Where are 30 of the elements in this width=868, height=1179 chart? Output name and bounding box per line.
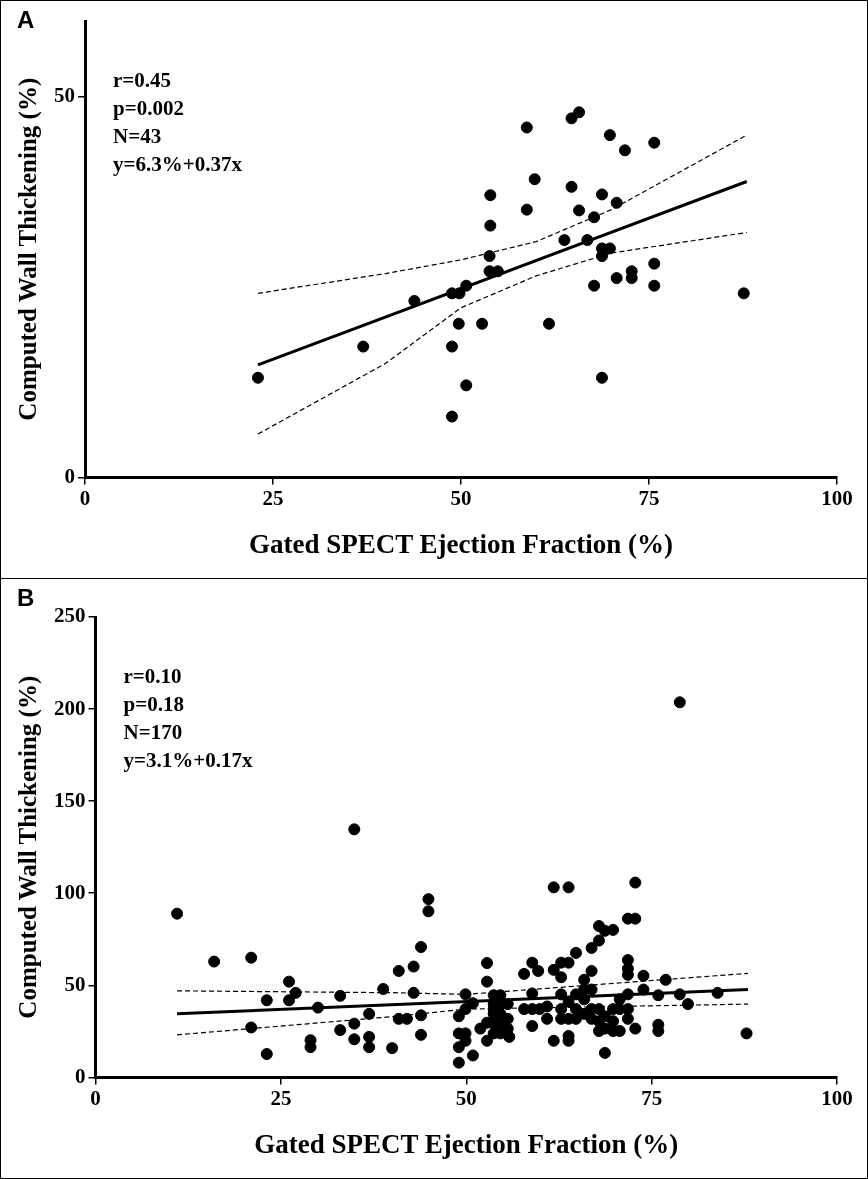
annotation: y=6.3%+0.37x [113, 151, 243, 176]
annotation: p=0.002 [113, 95, 184, 120]
annotation: p=0.18 [123, 691, 184, 716]
y-tick-label: 150 [54, 787, 86, 812]
x-tick-label: 75 [641, 1086, 663, 1111]
y-axis-title: Computed Wall Thickening (%) [14, 675, 43, 1019]
x-tick-label: 50 [455, 1086, 477, 1111]
annotation: r=0.45 [113, 67, 172, 92]
x-tick-label: 50 [450, 486, 472, 511]
x-tick-label: 100 [821, 1086, 853, 1111]
annotation: y=3.1%+0.17x [123, 747, 253, 772]
y-tick-label: 100 [54, 879, 86, 904]
y-axis-title: Computed Wall Thickening (%) [14, 77, 43, 421]
x-tick-label: 100 [821, 486, 853, 511]
x-axis-title: Gated SPECT Ejection Fraction (%) [254, 1128, 679, 1159]
x-tick-label: 25 [262, 486, 284, 511]
annotation: N=170 [123, 719, 183, 744]
y-tick-label: 50 [54, 83, 75, 108]
y-tick-label: 0 [64, 463, 75, 488]
x-axis-title: Gated SPECT Ejection Fraction (%) [249, 528, 673, 559]
annotation: N=43 [113, 123, 162, 148]
annotation: r=0.10 [123, 663, 182, 688]
y-tick-label: 250 [54, 603, 86, 628]
y-tick-label: 200 [54, 695, 86, 720]
x-tick-label: 25 [270, 1086, 292, 1111]
x-tick-label: 75 [638, 486, 660, 511]
chart-title: A [17, 5, 35, 33]
y-tick-label: 50 [64, 971, 86, 996]
chart-title: B [17, 583, 35, 611]
y-tick-label: 0 [75, 1063, 86, 1088]
